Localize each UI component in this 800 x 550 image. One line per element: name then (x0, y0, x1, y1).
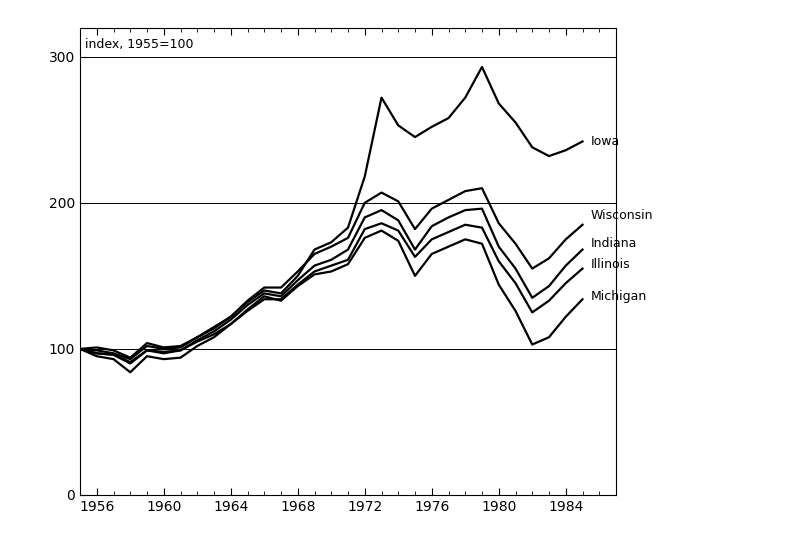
Text: Illinois: Illinois (591, 257, 630, 271)
Text: Indiana: Indiana (591, 237, 638, 250)
Text: Iowa: Iowa (591, 135, 620, 148)
Text: Wisconsin: Wisconsin (591, 210, 654, 222)
Text: Michigan: Michigan (591, 290, 647, 303)
Text: index, 1955=100: index, 1955=100 (85, 38, 194, 51)
